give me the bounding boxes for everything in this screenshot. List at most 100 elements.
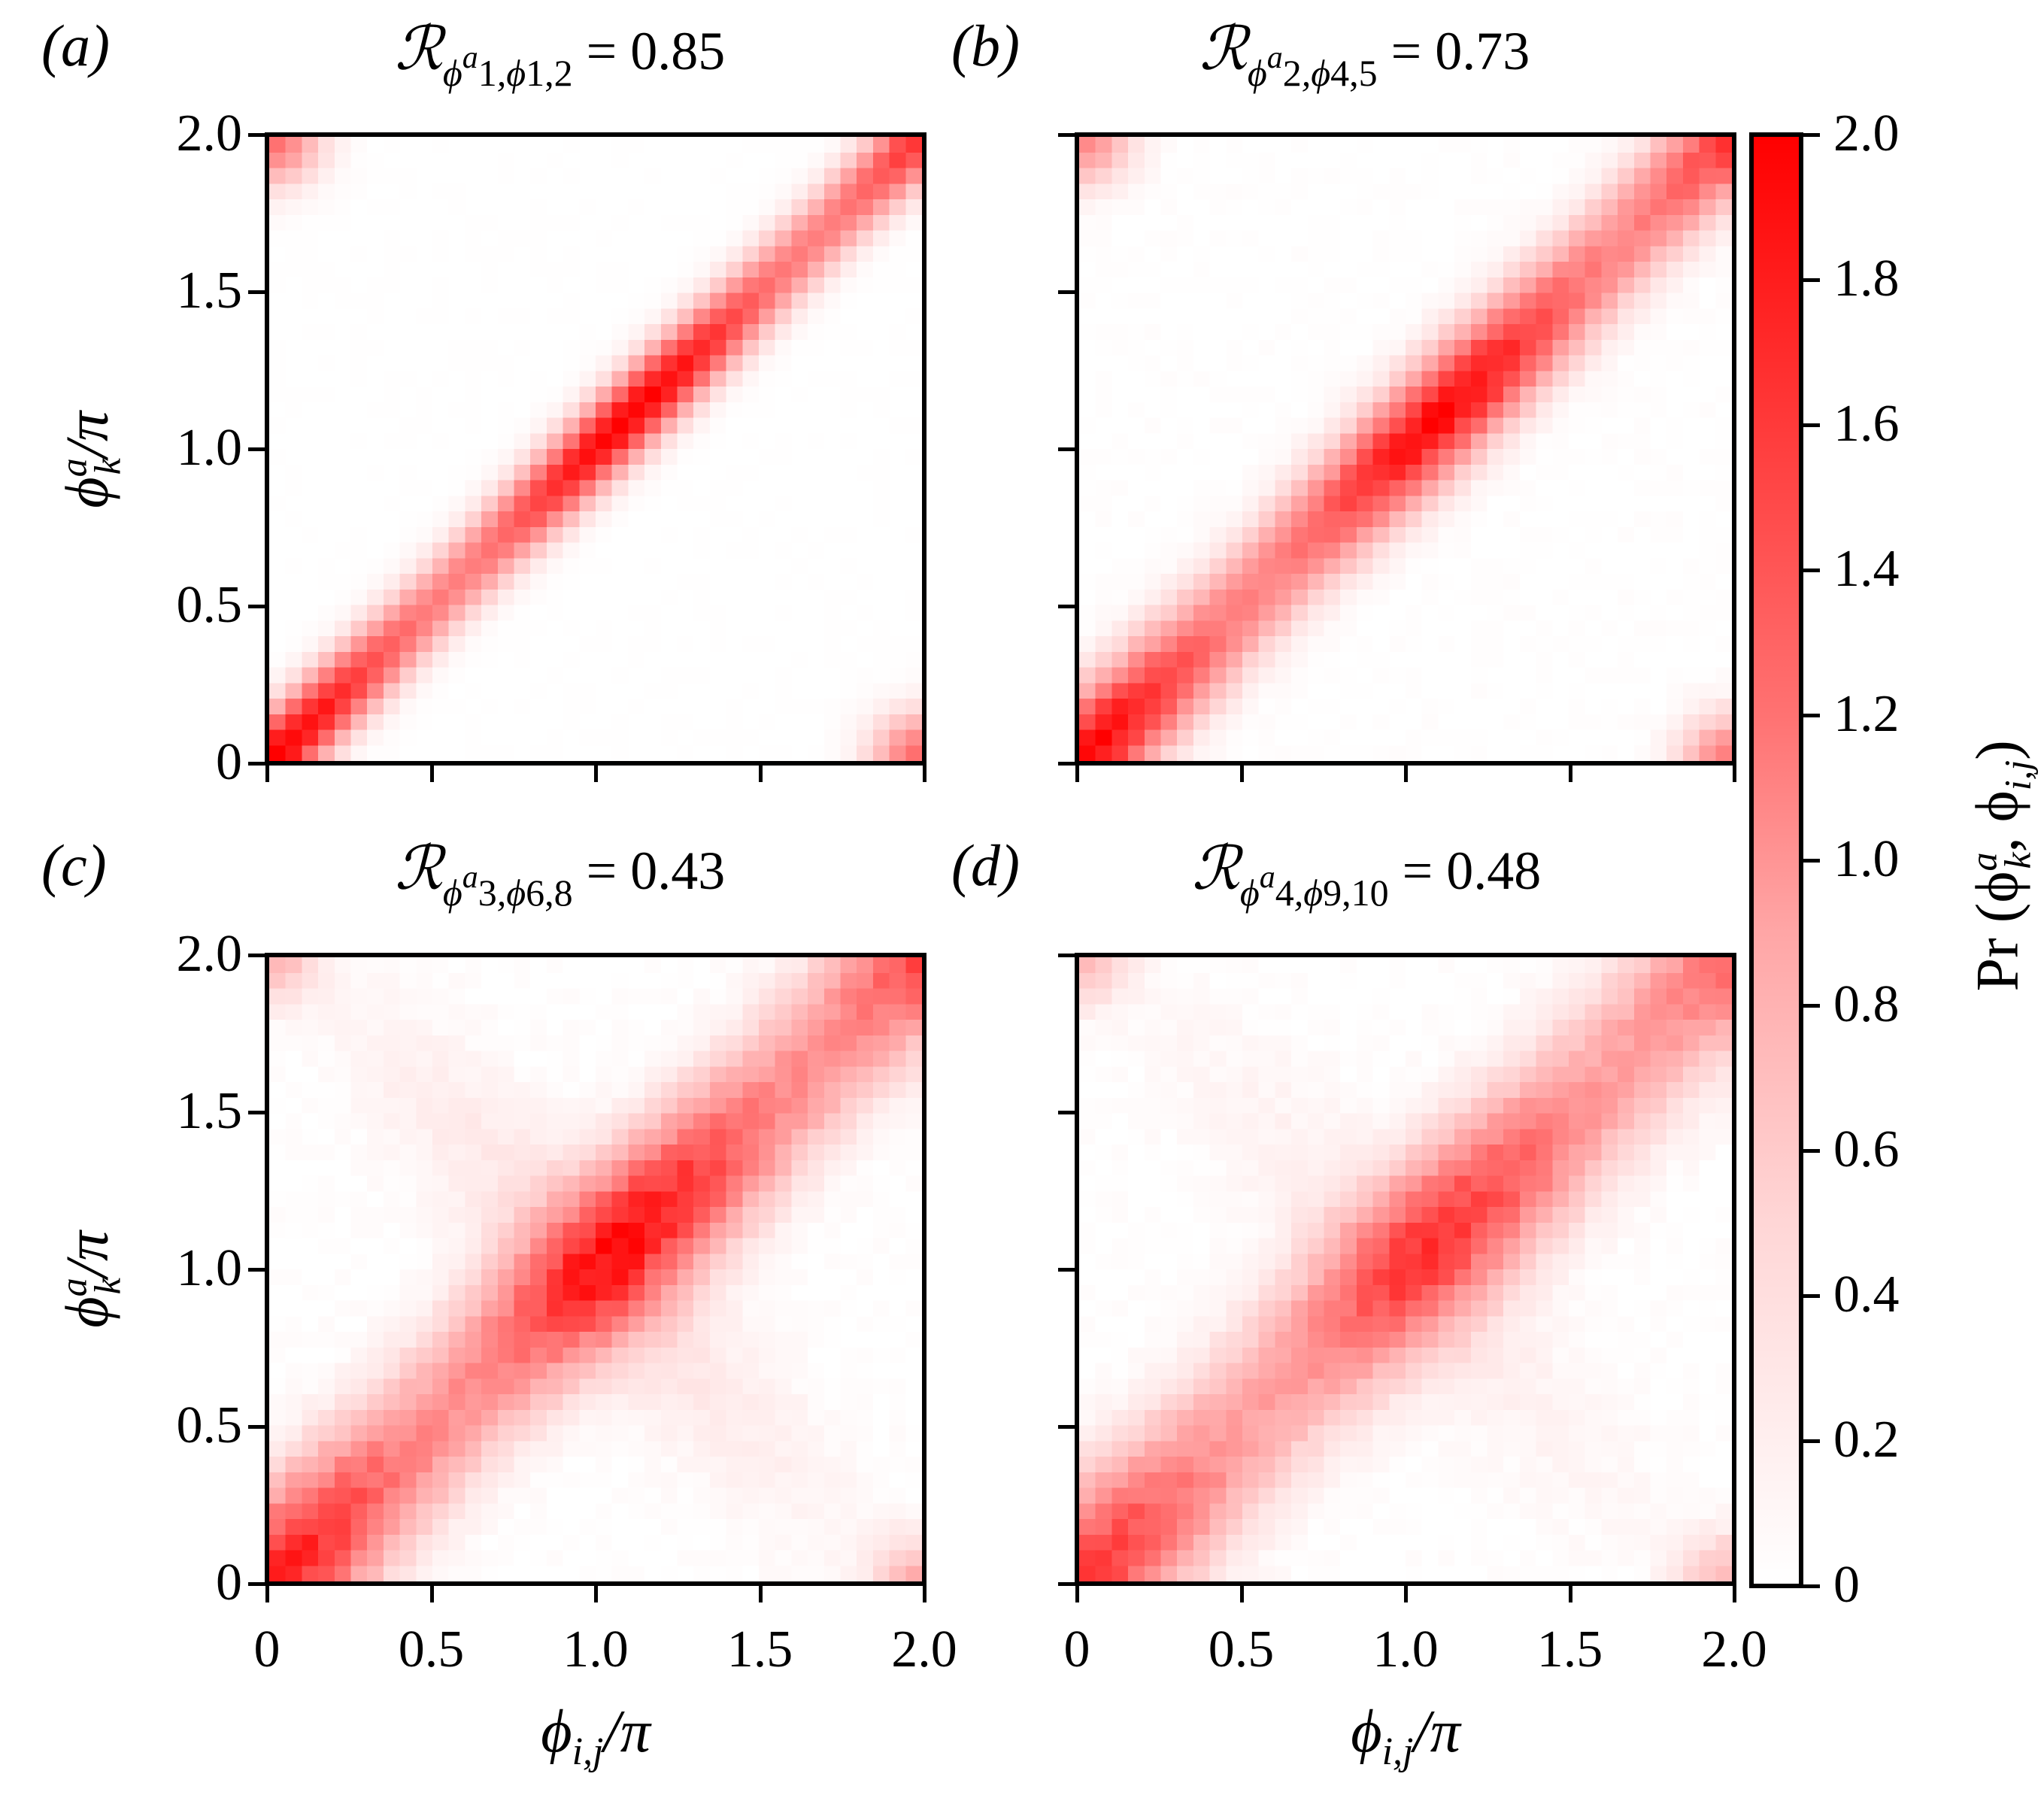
y-tick-label: 2.0: [176, 925, 243, 983]
colorbar-tick: [1803, 133, 1820, 137]
xlabel-right: ϕi,j/π: [1351, 1699, 1460, 1773]
panel-c-title: ℛϕa3,ϕ6,8 = 0.43: [395, 833, 726, 914]
colorbar-tick-label: 1.6: [1833, 395, 1900, 453]
panel-a-letter: (a): [41, 13, 110, 78]
y-tick: [1058, 447, 1075, 451]
y-tick-label: 0.5: [176, 1396, 243, 1454]
y-tick: [248, 605, 265, 608]
colorbar-tick: [1803, 714, 1820, 717]
x-tick: [1404, 766, 1408, 782]
colorbar-label: Pr (ϕak, ϕi,j): [1962, 740, 2039, 992]
x-tick-label: 0: [253, 1621, 281, 1678]
colorbar-tick-label: 0: [1833, 1556, 1860, 1614]
y-tick: [1058, 290, 1075, 294]
x-tick-label: 1.0: [1372, 1621, 1439, 1678]
heatmap-c-canvas: [269, 957, 922, 1581]
ylabel-top: ϕak/π: [52, 411, 129, 508]
y-tick: [248, 762, 265, 766]
x-tick: [758, 766, 763, 782]
x-tick-label: 1.5: [726, 1621, 793, 1678]
x-tick: [1239, 766, 1244, 782]
panel-d-letter: (d): [951, 832, 1020, 898]
y-tick: [1058, 954, 1075, 957]
colorbar-tick: [1803, 1294, 1820, 1298]
x-tick-label: 0.5: [1208, 1621, 1275, 1678]
panel-b-title: ℛϕa2,ϕ4,5 = 0.73: [1199, 14, 1530, 94]
colorbar-tick-label: 2.0: [1833, 105, 1900, 162]
colorbar-tick-label: 0.6: [1833, 1120, 1900, 1178]
x-tick: [265, 1586, 269, 1602]
y-tick: [1058, 1111, 1075, 1114]
y-tick-label: 1.5: [176, 262, 243, 320]
colorbar-tick: [1803, 278, 1820, 282]
y-tick: [1058, 1582, 1075, 1586]
colorbar-tick-label: 0.2: [1833, 1411, 1900, 1469]
y-tick-label: 0.5: [176, 576, 243, 634]
x-tick: [594, 1586, 598, 1602]
colorbar-tick-label: 1.4: [1833, 540, 1900, 598]
x-tick: [1404, 1586, 1408, 1602]
heatmap-d: [1075, 953, 1736, 1586]
colorbar-tick: [1803, 859, 1820, 863]
y-tick: [248, 290, 265, 294]
y-tick-label: 2.0: [176, 105, 243, 162]
heatmap-d-canvas: [1079, 957, 1732, 1581]
heatmap-a-canvas: [269, 137, 922, 761]
y-tick-label: 0: [216, 1554, 242, 1612]
y-tick: [248, 1425, 265, 1429]
heatmap-c: [265, 953, 926, 1586]
x-tick-label: 1.5: [1536, 1621, 1603, 1678]
y-tick: [248, 1582, 265, 1586]
colorbar-tick-label: 1.0: [1833, 830, 1900, 888]
colorbar-tick-label: 1.2: [1833, 685, 1900, 743]
colorbar: [1749, 132, 1803, 1588]
y-tick: [248, 1268, 265, 1272]
y-tick: [248, 954, 265, 957]
panel-b-letter: (b): [951, 13, 1020, 78]
y-tick: [1058, 605, 1075, 608]
heatmap-a: [265, 132, 926, 766]
x-tick: [758, 1586, 763, 1602]
x-tick: [594, 766, 598, 782]
x-tick-label: 0.5: [398, 1621, 465, 1678]
y-tick: [1058, 762, 1075, 766]
x-tick: [1239, 1586, 1244, 1602]
heatmap-b: [1075, 132, 1736, 766]
x-tick: [429, 1586, 434, 1602]
y-tick-label: 1.5: [176, 1082, 243, 1140]
panel-a-title: ℛϕa1,ϕ1,2 = 0.85: [395, 14, 726, 94]
x-tick-label: 2.0: [1701, 1621, 1767, 1678]
y-tick: [1058, 1268, 1075, 1272]
colorbar-tick: [1803, 1004, 1820, 1008]
colorbar-tick-label: 0.4: [1833, 1266, 1900, 1323]
x-tick: [923, 766, 926, 782]
colorbar-tick: [1803, 1439, 1820, 1443]
heatmap-b-canvas: [1079, 137, 1732, 761]
x-tick: [1075, 1586, 1079, 1602]
x-tick: [1568, 1586, 1572, 1602]
x-tick: [265, 766, 269, 782]
x-tick: [923, 1586, 926, 1602]
y-tick: [248, 133, 265, 137]
y-tick-label: 1.0: [176, 419, 243, 477]
y-tick: [1058, 1425, 1075, 1429]
y-tick: [1058, 133, 1075, 137]
x-tick-label: 0: [1063, 1621, 1090, 1678]
y-tick-label: 1.0: [176, 1239, 243, 1297]
colorbar-tick-label: 0.8: [1833, 975, 1900, 1033]
colorbar-tick-label: 1.8: [1833, 250, 1900, 308]
xlabel-left: ϕi,j/π: [541, 1699, 651, 1773]
x-tick: [1075, 766, 1079, 782]
x-tick-label: 1.0: [563, 1621, 629, 1678]
panel-c-letter: (c): [41, 832, 107, 898]
x-tick-label: 2.0: [891, 1621, 957, 1678]
x-tick: [1568, 766, 1572, 782]
panel-d-title: ℛϕa4,ϕ9,10 = 0.48: [1192, 833, 1542, 914]
colorbar-tick: [1803, 569, 1820, 572]
y-tick-label: 0: [216, 733, 242, 791]
y-tick: [248, 1111, 265, 1114]
y-tick: [248, 447, 265, 451]
x-tick: [1733, 1586, 1736, 1602]
x-tick: [429, 766, 434, 782]
ylabel-bottom: ϕak/π: [52, 1230, 129, 1328]
